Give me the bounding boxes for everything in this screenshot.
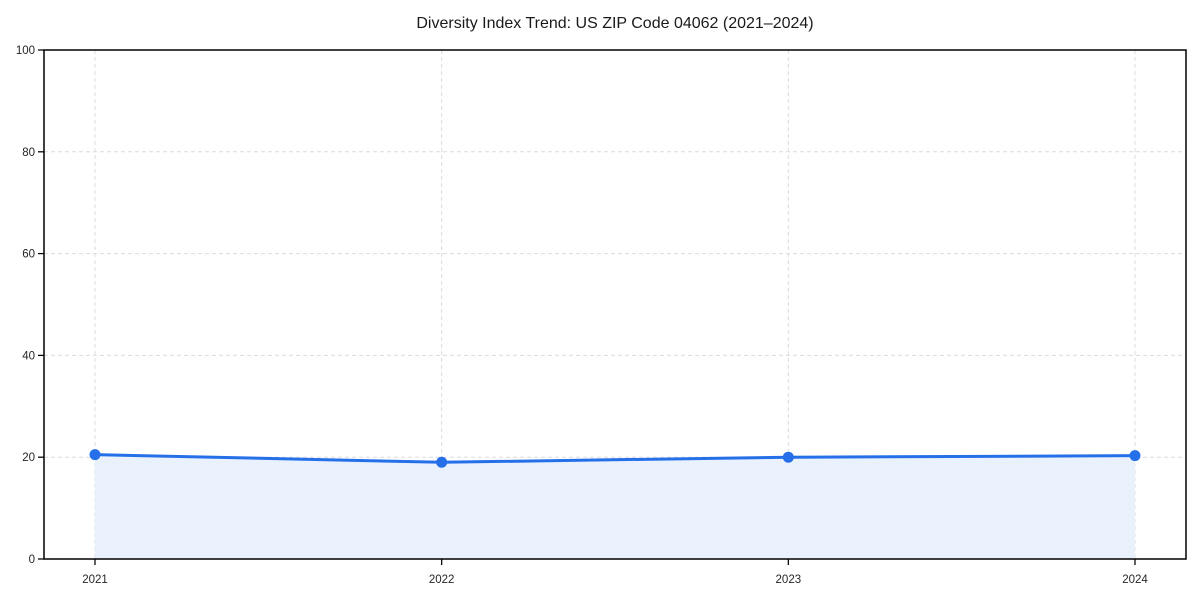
area-fill: [95, 454, 1135, 559]
y-tick-label-60: 60: [22, 249, 35, 261]
tick-marks: [38, 49, 1136, 565]
x-tick-label-2021: 2021: [82, 574, 108, 586]
data-point-markers: [89, 449, 1141, 468]
y-tick-label-80: 80: [22, 147, 35, 159]
x-tick-label-2024: 2024: [1122, 574, 1148, 586]
y-tick-label-100: 100: [16, 45, 35, 57]
x-tick-label-2022: 2022: [429, 574, 455, 586]
y-tick-label-40: 40: [22, 350, 35, 362]
trend-line-series: [93, 453, 1137, 464]
data-point-2021: [89, 449, 101, 461]
y-tick-label-0: 0: [29, 554, 35, 566]
chart-title: Diversity Index Trend: US ZIP Code 04062…: [416, 15, 813, 32]
trend-line: [93, 453, 1137, 464]
area-fill-series: [95, 454, 1135, 559]
axes-border: [43, 49, 1187, 560]
y-tick-label-20: 20: [22, 452, 35, 464]
axes-frame: [43, 49, 1187, 560]
data-point-2022: [436, 456, 448, 468]
data-point-2023: [782, 451, 794, 463]
gridlines: [44, 50, 1186, 559]
data-point-2024: [1129, 450, 1141, 462]
tick-labels: 0 20 40 60 80 100 2021 2022 2023 2024: [16, 45, 1149, 586]
x-tick-label-2023: 2023: [776, 574, 802, 586]
